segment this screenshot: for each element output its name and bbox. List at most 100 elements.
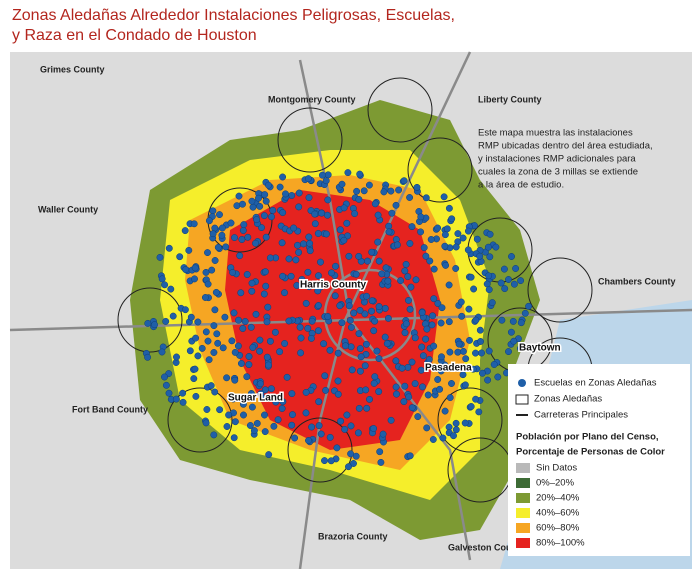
- legend-label: Zonas Aledañas: [534, 394, 602, 405]
- school: [231, 376, 239, 384]
- school: [376, 448, 384, 456]
- school: [295, 203, 303, 211]
- legend: Escuelas en Zonas Aledañas Zonas Aledañas…: [508, 364, 690, 556]
- school: [427, 236, 435, 243]
- title: Zonas Aledañas Alrededor Instalaciones P…: [12, 7, 455, 24]
- school: [371, 200, 379, 208]
- school: [347, 323, 355, 331]
- school: [247, 390, 255, 397]
- school: [411, 334, 419, 342]
- school: [436, 385, 444, 393]
- school: [472, 349, 479, 357]
- school: [406, 194, 414, 201]
- county-label: Liberty County: [478, 94, 542, 104]
- school: [375, 355, 383, 363]
- county-label: Waller County: [38, 204, 98, 214]
- schools: [142, 169, 533, 471]
- school: [212, 288, 220, 296]
- school: [239, 200, 246, 208]
- note: Este mapa muestra las instalaciones RMP u…: [478, 128, 653, 191]
- legend-label: 60%–80%: [536, 523, 580, 534]
- school: [485, 272, 493, 280]
- school: [288, 421, 296, 429]
- school: [426, 257, 434, 265]
- school: [375, 257, 383, 265]
- school: [509, 317, 517, 325]
- school: [485, 286, 493, 294]
- legend-label: 0%–20%: [536, 478, 575, 489]
- school: [345, 463, 352, 471]
- school: [395, 186, 403, 194]
- school: [340, 236, 348, 244]
- school: [322, 386, 330, 394]
- title: y Raza en el Condado de Houston: [12, 27, 257, 44]
- legend-heading: Porcentaje de Personas de Color: [516, 447, 665, 458]
- legend-swatch: [516, 538, 530, 548]
- legend-swatch: [516, 508, 530, 518]
- school: [345, 252, 353, 260]
- school: [302, 409, 310, 417]
- school: [181, 306, 189, 314]
- school: [362, 386, 370, 394]
- school: [216, 211, 223, 219]
- school: [210, 349, 218, 356]
- school: [210, 322, 218, 330]
- buffer-zone: [367, 77, 433, 143]
- school: [333, 444, 341, 452]
- school: [405, 393, 413, 401]
- school: [454, 348, 462, 356]
- school: [365, 181, 373, 189]
- school: [151, 321, 158, 329]
- school: [297, 349, 305, 357]
- school: [223, 423, 231, 430]
- school: [306, 247, 314, 255]
- school: [484, 376, 492, 384]
- school: [355, 330, 363, 338]
- school: [322, 230, 330, 238]
- school: [295, 189, 303, 197]
- school: [261, 268, 269, 276]
- school: [314, 230, 322, 237]
- legend-symbol: [518, 379, 526, 387]
- school: [190, 220, 198, 228]
- school: [387, 416, 395, 424]
- school: [465, 305, 473, 313]
- school: [517, 319, 525, 327]
- school: [370, 379, 378, 387]
- school: [327, 457, 335, 465]
- school: [459, 234, 467, 242]
- school: [398, 364, 406, 372]
- school: [381, 304, 389, 312]
- school: [293, 282, 301, 289]
- school: [279, 173, 287, 181]
- legend-swatch: [516, 493, 530, 503]
- school: [472, 395, 480, 403]
- school: [237, 289, 245, 297]
- school: [370, 327, 378, 335]
- school: [179, 389, 187, 397]
- school: [355, 252, 363, 260]
- school: [434, 300, 442, 307]
- school: [204, 337, 212, 345]
- school: [377, 458, 385, 466]
- school: [281, 289, 288, 297]
- school: [144, 319, 152, 327]
- school: [425, 356, 433, 363]
- school: [317, 430, 325, 438]
- school: [194, 352, 202, 360]
- school: [332, 262, 339, 270]
- county-label: Galveston County: [448, 542, 525, 552]
- buffer-zone: [117, 287, 183, 353]
- legend-label: 40%–60%: [536, 508, 580, 519]
- school: [342, 342, 349, 350]
- school: [385, 228, 393, 236]
- school: [294, 241, 301, 249]
- school: [283, 373, 291, 381]
- school: [355, 195, 363, 203]
- school: [437, 319, 445, 327]
- legend-swatch: [516, 463, 530, 473]
- school: [258, 224, 265, 232]
- school: [240, 411, 247, 419]
- school: [384, 277, 392, 285]
- school: [162, 317, 170, 325]
